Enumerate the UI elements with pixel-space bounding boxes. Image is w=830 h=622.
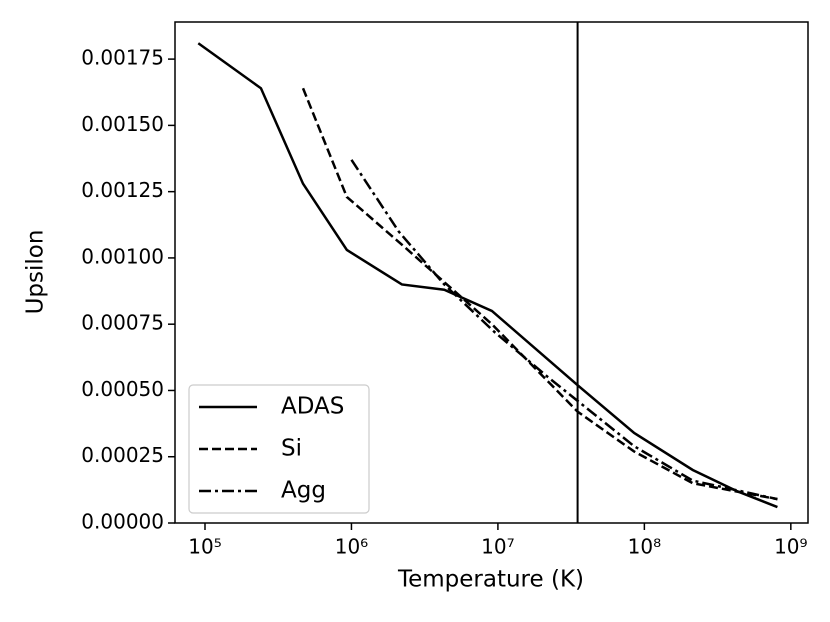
y-tick-label: 0.00000 (81, 510, 164, 534)
y-axis-label: Upsilon (23, 230, 49, 315)
x-axis-label: Temperature (K) (397, 567, 584, 593)
y-tick-label: 0.00175 (81, 46, 164, 70)
x-tick-label: 10⁵ (188, 535, 221, 559)
line-series (197, 42, 778, 509)
x-tick-label: 10⁹ (774, 535, 807, 559)
x-tick-label: 10⁸ (628, 535, 661, 559)
line-series (350, 159, 778, 501)
x-tick-label: 10⁷ (481, 535, 514, 559)
y-tick-label: 0.00050 (81, 377, 164, 401)
y-tick-label: 0.00125 (81, 178, 164, 202)
plot-frame (174, 21, 809, 524)
x-tick-label: 10⁶ (335, 535, 368, 559)
y-tick-label: 0.00075 (81, 311, 164, 335)
line-series (301, 87, 778, 501)
y-tick-label: 0.00100 (81, 244, 164, 268)
y-tick-label: 0.00025 (81, 443, 164, 467)
legend-label: ADAS (281, 394, 344, 420)
legend-box (188, 384, 370, 514)
legend-label: Agg (281, 478, 326, 504)
y-tick-label: 0.00150 (81, 112, 164, 136)
legend-label: Si (281, 436, 302, 462)
